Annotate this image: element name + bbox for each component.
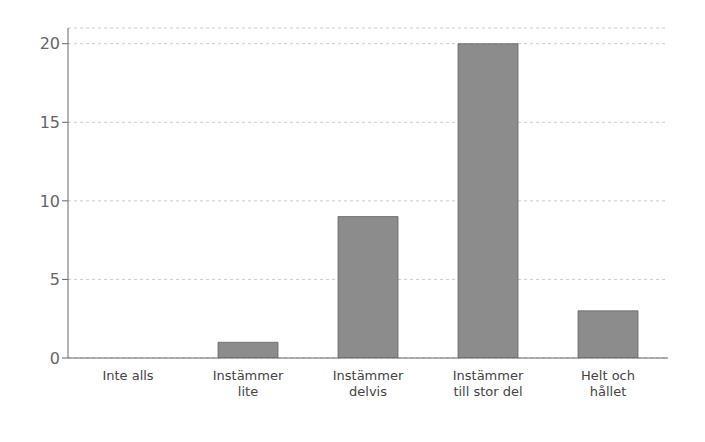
svg-text:0: 0	[50, 349, 60, 368]
svg-text:15: 15	[40, 113, 60, 132]
svg-text:Helt ochhållet: Helt ochhållet	[581, 368, 635, 399]
svg-text:Instämmertill stor del: Instämmertill stor del	[453, 368, 524, 399]
svg-text:Instämmerlite: Instämmerlite	[213, 368, 284, 399]
svg-text:10: 10	[40, 192, 60, 211]
svg-text:Inte alls: Inte alls	[102, 368, 153, 383]
svg-text:Instämmerdelvis: Instämmerdelvis	[333, 368, 404, 399]
svg-text:5: 5	[50, 270, 60, 289]
svg-text:20: 20	[40, 34, 60, 53]
